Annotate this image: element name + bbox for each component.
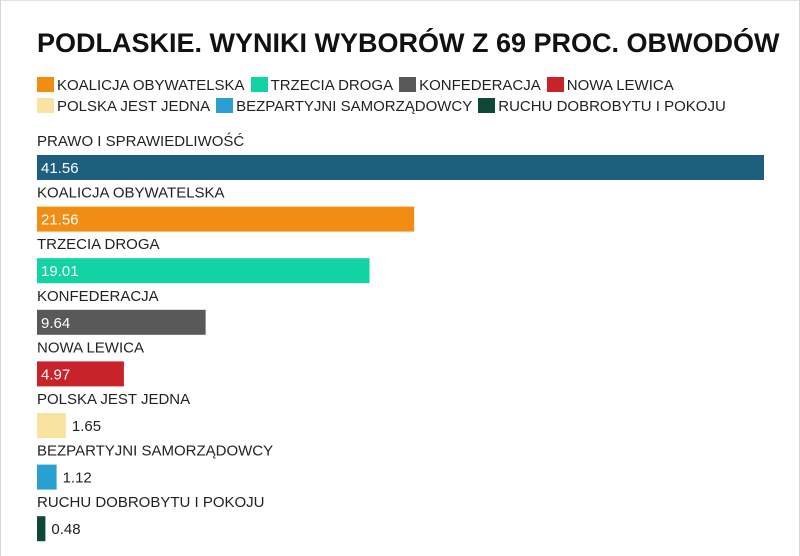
legend-label: NOWA LEWICA xyxy=(566,77,674,94)
category-label: TRZECIA DROGA xyxy=(37,236,160,253)
value-label: 1.65 xyxy=(72,418,101,435)
category-label: KOALICJA OBYWATELSKA xyxy=(37,185,225,202)
legend-item: RUCHU DOBROBYTU I POKOJU xyxy=(478,96,726,117)
value-label: 9.64 xyxy=(41,315,70,332)
legend-label: KONFEDERACJA xyxy=(419,77,541,94)
value-label: 4.97 xyxy=(41,366,70,383)
legend-swatch xyxy=(250,77,268,92)
bar xyxy=(37,413,66,438)
legend-label: KOALICJA OBYWATELSKA xyxy=(57,77,245,94)
value-label: 1.12 xyxy=(63,470,92,487)
value-label: 21.56 xyxy=(41,212,79,229)
legend-label: TRZECIA DROGA xyxy=(270,77,394,94)
legend-swatch xyxy=(37,98,54,113)
bar xyxy=(37,309,206,335)
legend-swatch xyxy=(478,98,496,113)
bar xyxy=(37,258,370,284)
value-label: 0.48 xyxy=(51,521,80,538)
legend-item: TRZECIA DROGA xyxy=(250,75,394,96)
category-label: POLSKA JEST JEDNA xyxy=(37,391,190,408)
legend-swatch xyxy=(546,77,564,92)
legend-label: RUCHU DOBROBYTU I POKOJU xyxy=(498,98,726,115)
legend-swatch xyxy=(37,77,54,92)
category-label: BEZPARTYJNI SAMORZĄDOWCY xyxy=(37,443,273,460)
legend-item: KONFEDERACJA xyxy=(399,75,541,96)
category-label: RUCHU DOBROBYTU I POKOJU xyxy=(37,494,265,511)
bar xyxy=(37,206,415,232)
bar xyxy=(37,155,764,180)
legend-item: POLSKA JEST JEDNA xyxy=(37,96,210,117)
category-label: KONFEDERACJA xyxy=(37,288,159,305)
value-label: 41.56 xyxy=(41,160,79,177)
category-label: NOWA LEWICA xyxy=(37,339,144,356)
bar xyxy=(37,464,57,490)
chart-title: PODLASKIE. WYNIKI WYBORÓW Z 69 PROC. OBW… xyxy=(37,28,780,58)
category-label: PRAWO I SPRAWIEDLIWOŚĆ xyxy=(37,132,244,150)
bar xyxy=(37,516,46,542)
legend-swatch xyxy=(216,98,234,113)
legend-item: KOALICJA OBYWATELSKA xyxy=(37,75,245,96)
legend-item: NOWA LEWICA xyxy=(546,75,674,96)
legend-label: BEZPARTYJNI SAMORZĄDOWCY xyxy=(236,98,473,115)
chart-legend: KOALICJA OBYWATELSKA TRZECIA DROGA KONFEDE… xyxy=(37,75,777,117)
legend-label: POLSKA JEST JEDNA xyxy=(57,98,211,115)
legend-item: BEZPARTYJNI SAMORZĄDOWCY xyxy=(216,96,472,117)
value-label: 19.01 xyxy=(41,263,79,280)
bar xyxy=(37,361,124,387)
legend-swatch xyxy=(399,77,417,92)
